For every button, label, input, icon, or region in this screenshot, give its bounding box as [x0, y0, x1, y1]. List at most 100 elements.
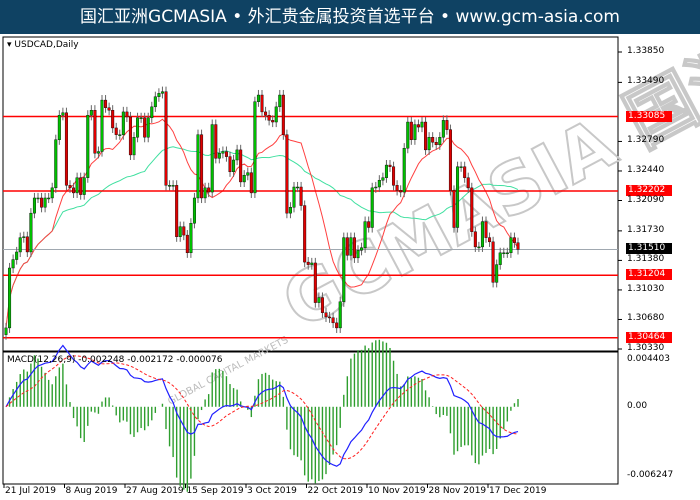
x-tick-label: 28 Nov 2019: [428, 486, 487, 496]
candle-body: [239, 149, 243, 183]
x-tick-label: 10 Nov 2019: [368, 486, 426, 496]
candle-body: [381, 177, 385, 181]
level-price-label: 1.31204: [626, 269, 672, 281]
candle-body: [292, 186, 296, 208]
candle-body: [370, 187, 374, 228]
candle-body: [72, 187, 76, 194]
candle-body: [303, 205, 307, 263]
candle-body: [207, 187, 211, 193]
candle-body: [68, 185, 72, 189]
x-tick-label: 17 Dec 2019: [489, 486, 547, 496]
candle-body: [470, 187, 474, 232]
candle-body: [178, 226, 182, 237]
candle-body: [502, 252, 506, 255]
candle-body: [477, 246, 481, 249]
candle-body: [139, 117, 143, 120]
candle-body: [281, 94, 285, 135]
candle-body: [57, 115, 61, 140]
candle-body: [171, 185, 175, 187]
candle-body: [114, 127, 118, 135]
candle-body: [11, 259, 15, 269]
candle-body: [516, 242, 520, 250]
candle-body: [285, 134, 289, 214]
x-tick-label: 8 Aug 2019: [65, 486, 118, 496]
candle-body: [22, 236, 26, 238]
candle-body: [36, 197, 40, 200]
candle-body: [463, 166, 467, 178]
x-tick-label: 22 Oct 2019: [307, 486, 364, 496]
macd-panel-frame: [2, 351, 619, 485]
macd-tick-label: 0.004403: [627, 354, 670, 364]
candle-body: [438, 137, 442, 146]
x-tick-label: 3 Oct 2019: [247, 486, 297, 496]
candle-body: [150, 106, 154, 119]
candle-body: [203, 187, 207, 199]
candle-body: [278, 94, 282, 108]
level-price-label: 1.33085: [626, 110, 672, 122]
candle-body: [18, 237, 22, 253]
candle-body: [374, 186, 378, 189]
candle-body: [448, 129, 452, 191]
x-tick-label: 27 Aug 2019: [126, 486, 184, 496]
candle-body: [367, 221, 371, 228]
candle-body: [342, 237, 346, 302]
y-tick-label: 1.33850: [627, 46, 665, 56]
symbol-text: USDCAD,Daily: [14, 40, 79, 50]
candle-body: [100, 99, 104, 152]
candle-body: [498, 252, 502, 265]
candle-body: [484, 221, 488, 238]
candle-body: [488, 237, 492, 243]
candle-body: [118, 134, 122, 136]
candle-body: [185, 234, 189, 254]
candle-body: [25, 236, 29, 253]
candle-body: [217, 153, 221, 159]
candle-body: [75, 177, 79, 194]
candle-body: [466, 177, 470, 189]
banner-title: 国汇亚洲GCMASIA • 外汇贵金属投资首选平台 • www.gcm-asia…: [80, 7, 620, 27]
candle-body: [431, 137, 435, 143]
candle-body: [335, 322, 339, 329]
candle-body: [274, 106, 278, 123]
candle-body: [328, 316, 332, 319]
candle-body: [200, 134, 204, 199]
candle-body: [64, 112, 68, 186]
candle-body: [512, 237, 516, 243]
candle-body: [413, 124, 417, 140]
candle-body: [473, 231, 477, 248]
candle-body: [235, 149, 239, 161]
candle-body: [242, 174, 246, 183]
candle-body: [360, 247, 364, 251]
candle-body: [157, 93, 161, 97]
candle-body: [29, 212, 33, 253]
candle-body: [107, 107, 111, 111]
candle-body: [416, 124, 420, 128]
signal-line: [5, 355, 519, 460]
candle-body: [164, 91, 168, 186]
macd-tick-label: 0.00: [627, 400, 648, 411]
candle-body: [320, 297, 324, 313]
candle-body: [82, 177, 86, 195]
candle-body: [495, 264, 499, 283]
x-tick-label: 15 Sep 2019: [186, 486, 244, 496]
macd-label: MACD(12,26,9) -0.002248 -0.002172 -0.000…: [7, 355, 223, 365]
candle-body: [409, 121, 413, 140]
candle-body: [192, 197, 196, 224]
site-banner: 国汇亚洲GCMASIA • 外汇贵金属投资首选平台 • www.gcm-asia…: [0, 0, 700, 34]
candle-body: [306, 261, 310, 265]
candle-body: [352, 237, 356, 259]
candle-body: [8, 267, 12, 329]
candle-body: [125, 111, 129, 118]
candle-body: [324, 312, 328, 318]
candle-body: [160, 91, 164, 94]
candle-body: [424, 121, 428, 151]
candle-body: [232, 159, 236, 173]
candle-body: [505, 252, 509, 255]
candle-body: [50, 187, 54, 199]
watermark-subtitle: GLOBAL CAPITAL MARKETS: [166, 335, 290, 408]
candle-body: [249, 172, 253, 194]
candle-body: [256, 94, 260, 102]
candle-body: [214, 124, 218, 159]
x-tick-label: 21 Jul 2019: [5, 486, 56, 496]
candle-body: [196, 134, 200, 199]
candle-body: [406, 121, 410, 149]
